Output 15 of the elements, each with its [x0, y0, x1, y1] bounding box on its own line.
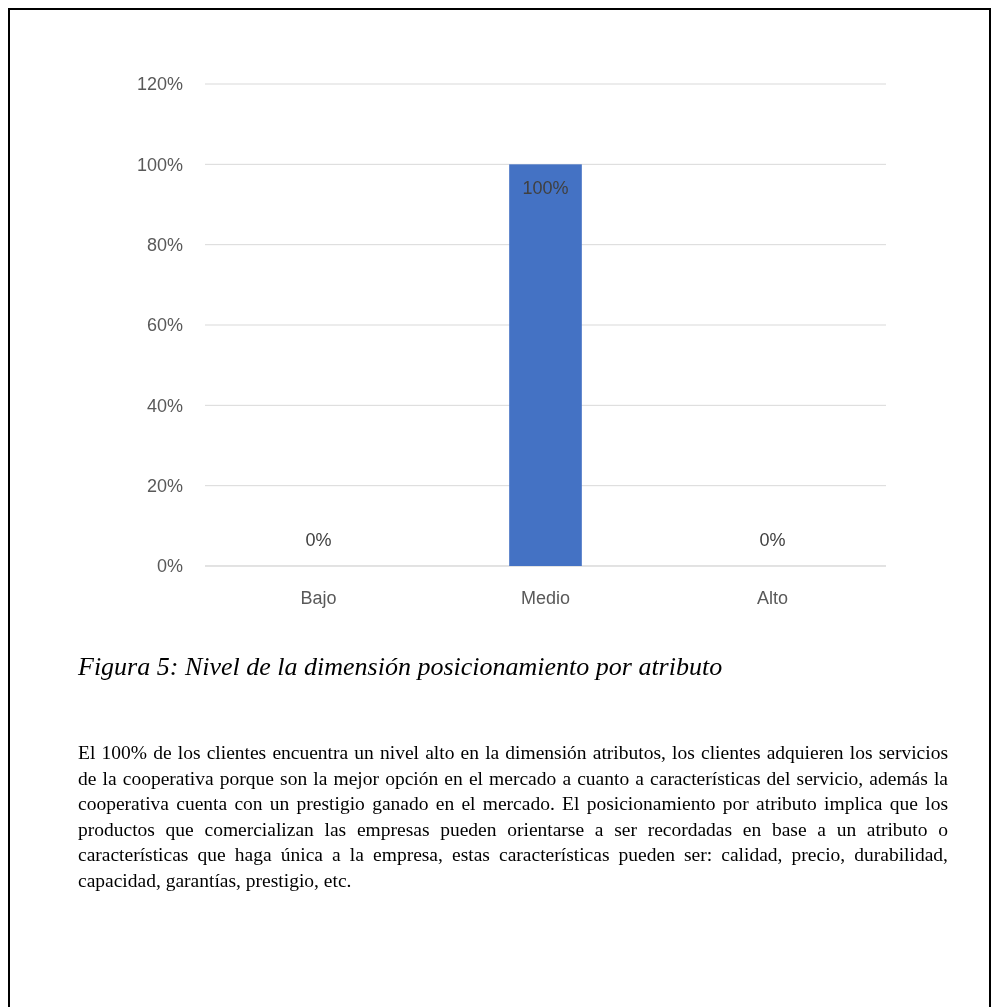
- text: El 100% de los clientes encuentra un nivel alto en la dimensión atributos, los clientes adquieren los servicios de la cooperativa porque son la mejor opción en el mercado a cuanto a características del servicio, además la cooperativa cuenta con un prestigio ganado en el mercado. El posicionamiento por atributo implica que los productos que comercializan las empresas pueden orientarse a ser recordadas en base a un atributo o características que haga única a la empresa, estas características pueden ser: calidad, precio, durabilidad, capacidad, garantías, prestigio, etc.: [78, 741, 948, 893]
- x-tick-label: Bajo: [300, 588, 337, 608]
- y-tick-label: 100%: [136, 154, 183, 175]
- data-label: 0%: [305, 530, 332, 550]
- data-label: 100%: [522, 178, 569, 199]
- x-tick-label: Medio: [520, 588, 571, 608]
- data-label: 0%: [759, 530, 786, 550]
- y-tick-label: 60%: [146, 315, 183, 336]
- y-tick-label: 20%: [146, 475, 183, 496]
- x-tick-label: Alto: [756, 588, 789, 608]
- y-tick-label: 40%: [146, 395, 183, 416]
- y-tick-label: 120%: [136, 74, 183, 95]
- y-tick-label: 0%: [156, 556, 183, 577]
- y-tick-label: 80%: [146, 234, 183, 255]
- text: Figura 5: Nivel de la dimensión posicionamiento por atributo: [77, 652, 723, 681]
